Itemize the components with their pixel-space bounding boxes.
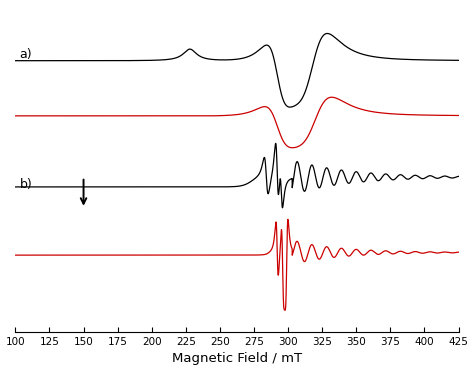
Text: b): b) [19,178,32,191]
X-axis label: Magnetic Field / mT: Magnetic Field / mT [172,352,302,365]
Text: a): a) [19,48,32,61]
